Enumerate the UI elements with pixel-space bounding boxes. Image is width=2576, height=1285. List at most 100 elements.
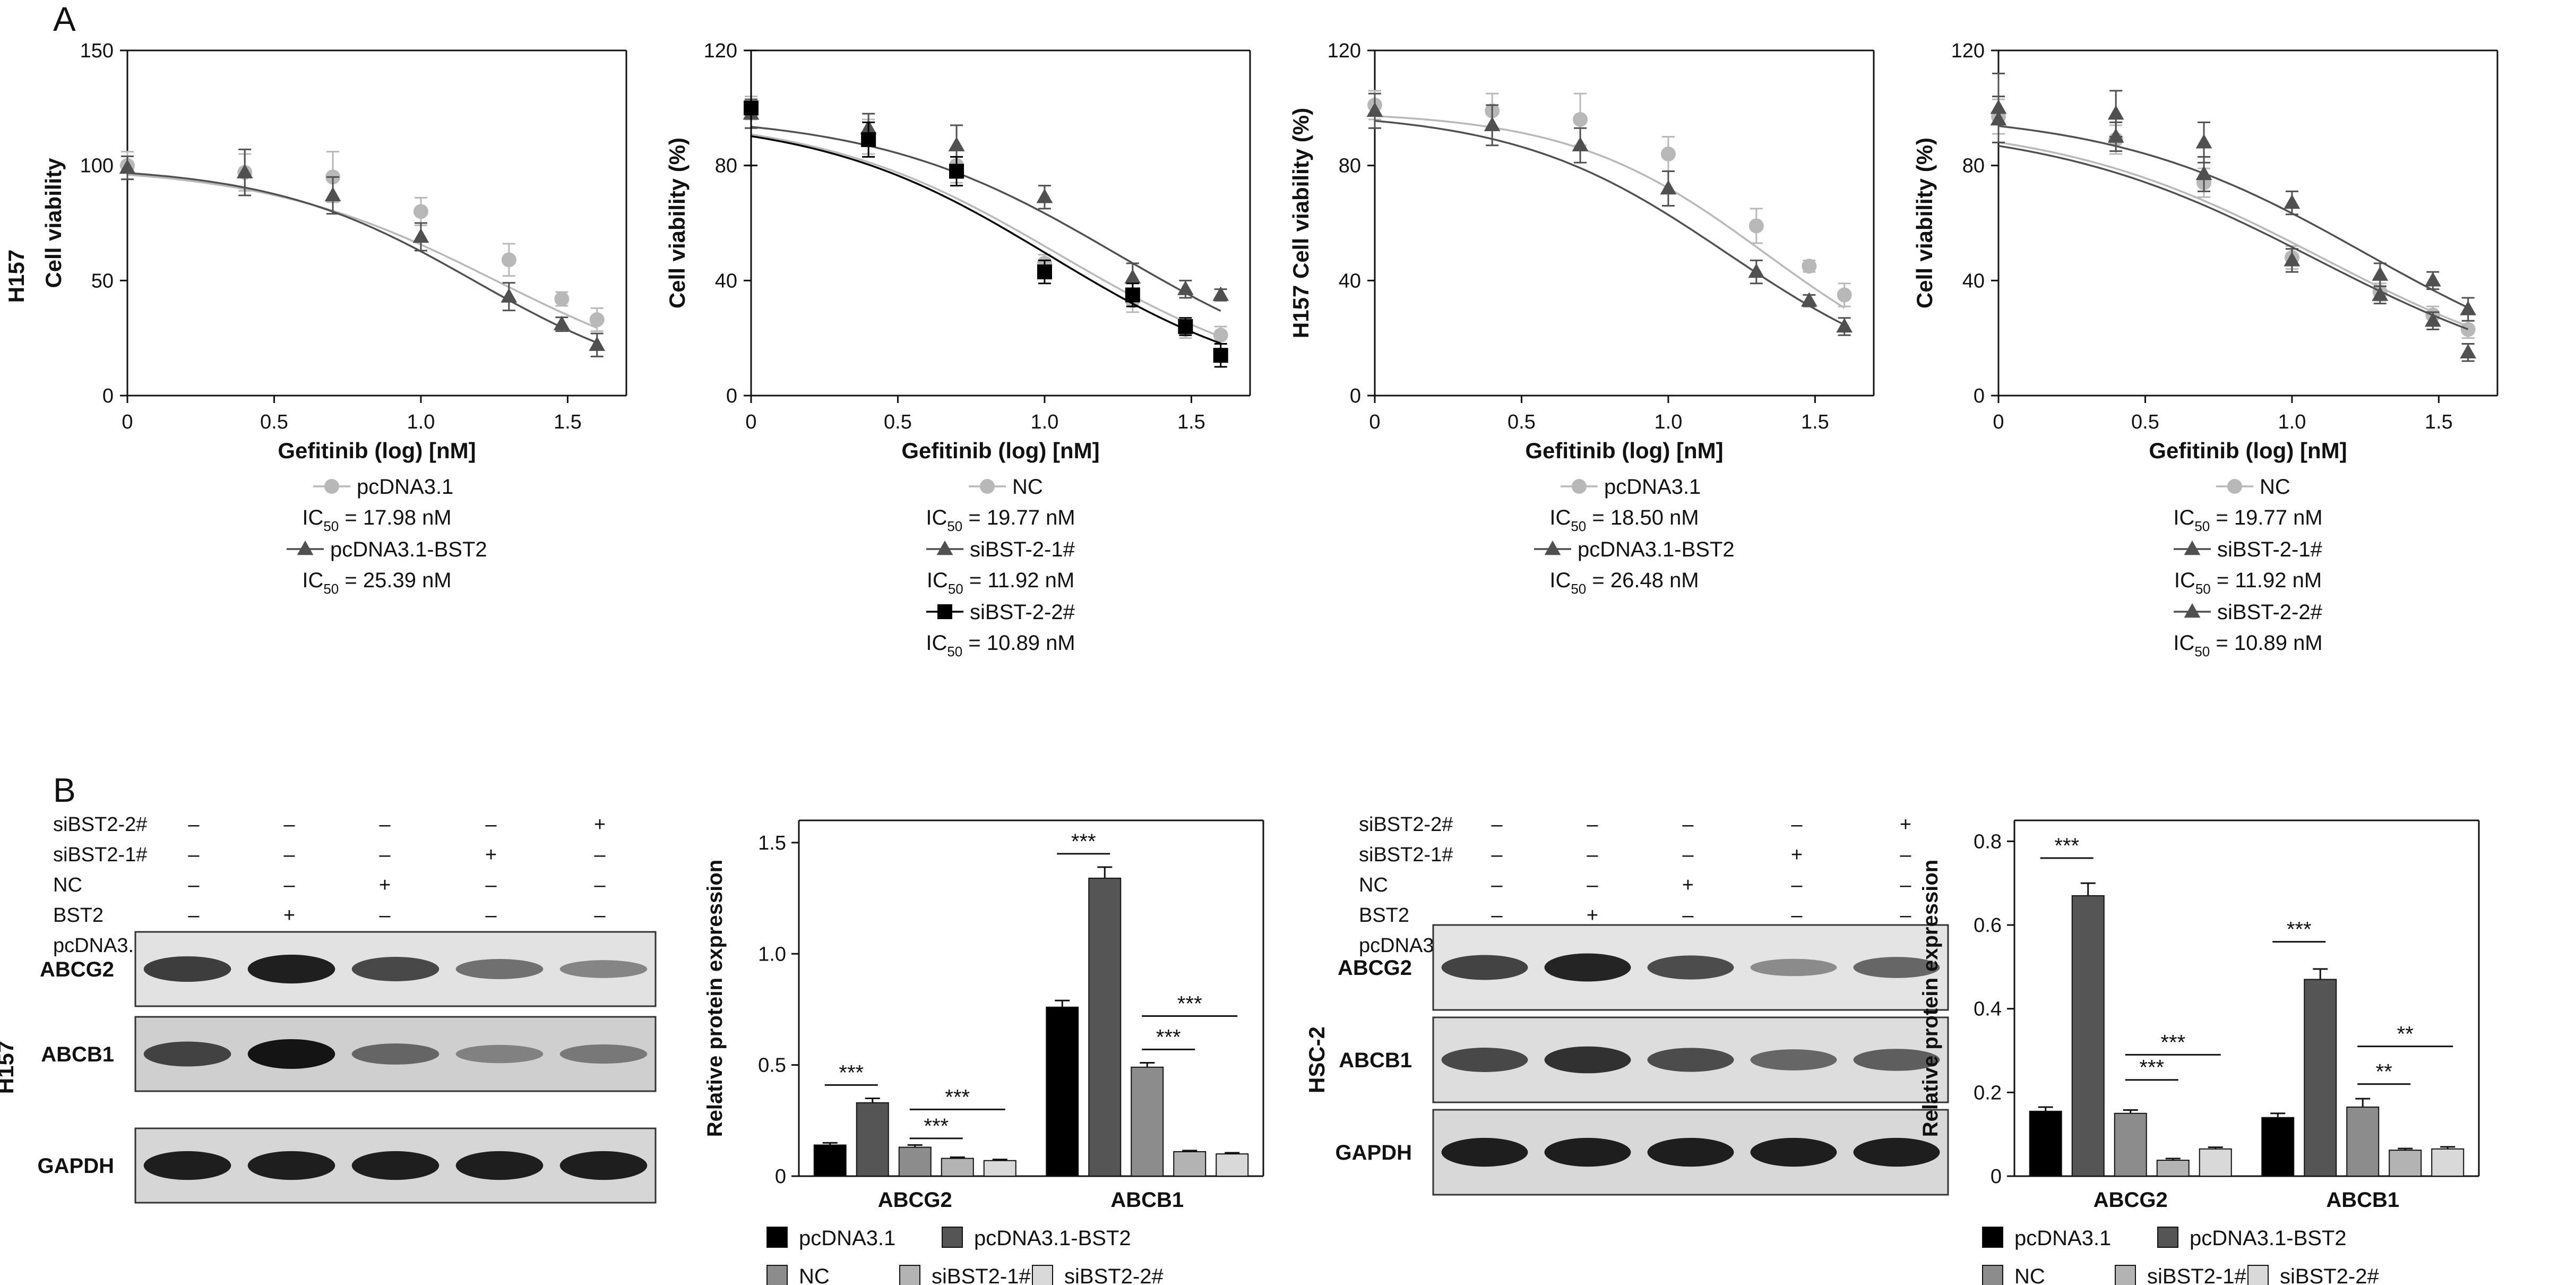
category-label: ABCG2 (2093, 1188, 2168, 1212)
bar (1173, 1151, 1207, 1177)
blot-band (1544, 1137, 1631, 1167)
data-point (1036, 189, 1053, 203)
legend-label: siBST2-1# (2147, 1265, 2246, 1285)
data-point (1366, 102, 1383, 117)
condition-sign: – (485, 813, 497, 836)
data-point (1484, 116, 1501, 132)
ic50-label-sub: 50 (323, 518, 339, 534)
data-point (236, 164, 253, 178)
legend-label: NC (1012, 475, 1043, 499)
data-point (1660, 147, 1676, 161)
condition-sign: – (379, 904, 391, 927)
data-point (1572, 136, 1589, 151)
data-point (2372, 266, 2389, 281)
condition-sign: – (1791, 874, 1803, 896)
bar-series-3 (898, 1061, 1164, 1177)
blot-row-abcb1: ABCB1 (1339, 1016, 1949, 1103)
bar (2346, 1106, 2380, 1177)
panel-a-label: A (53, 0, 76, 38)
legend-label: siBST2-2# (2280, 1265, 2379, 1285)
legend-label: siBST-2-2# (970, 601, 1075, 624)
data-point (1178, 319, 1193, 334)
significance-label: *** (2160, 1031, 2185, 1054)
y-tick-label: 0 (775, 1166, 786, 1188)
significance-label: ** (2376, 1060, 2392, 1084)
legend-entry-4: siBST2-1# (2115, 1265, 2246, 1285)
legend-label: pcDNA3.1-BST2 (974, 1227, 1131, 1250)
significance-label: *** (945, 1085, 970, 1109)
category-label: ABCB1 (2326, 1188, 2399, 1212)
fit-curve (1998, 141, 2469, 328)
blot-band (143, 1151, 231, 1180)
legend-entry-1: pcDNA3.1 IC50 = 18.50 nM (1549, 475, 1701, 534)
data-point (2372, 286, 2389, 301)
x-axis-label: Gefitinib (log) [nM] (1525, 438, 1723, 463)
significance-label: *** (1177, 992, 1202, 1016)
series-2 (743, 98, 1229, 312)
bar-series-2 (856, 866, 1122, 1177)
bar-series-2 (2071, 882, 2337, 1177)
data-point (1800, 292, 1817, 307)
condition-sign: + (594, 813, 606, 836)
y-tick-label: 120 (1328, 40, 1361, 62)
ic50-label-rest: = 11.92 nM (2211, 569, 2322, 592)
protein-label: ABCB1 (41, 1043, 114, 1066)
y-tick-label: 0 (102, 385, 114, 407)
legend-label: pcDNA3.1 (1604, 475, 1701, 499)
series-2 (1990, 72, 2477, 322)
y-axis-label: Relative protein expression (703, 860, 727, 1137)
legend-entry-1: pcDNA3.1 (766, 1227, 895, 1250)
data-point (1037, 264, 1052, 280)
data-point (1836, 318, 1853, 333)
x-tick-label: 0.5 (884, 411, 912, 433)
y-tick-label: 120 (704, 40, 737, 62)
legend-marker (2184, 540, 2201, 555)
condition-sign: – (283, 874, 295, 896)
x-tick-label: 1.5 (1177, 411, 1205, 433)
data-point (2195, 165, 2212, 181)
bar-series-5 (2199, 1146, 2465, 1177)
y-tick-label: 150 (80, 40, 114, 62)
data-point (744, 100, 759, 116)
legend-swatch (1982, 1265, 2003, 1285)
western-blot-blot1: siBST2-2# – – – – + siBST2-1# – – – + – NC – – + – – BST2 –… (0, 813, 657, 1204)
data-point (1125, 287, 1140, 303)
condition-label: siBST2-1# (1359, 844, 1453, 866)
x-tick-label: 0 (122, 411, 133, 433)
x-tick-label: 1.0 (407, 411, 435, 433)
condition-sign: – (283, 813, 295, 836)
blot-band (351, 957, 440, 981)
ic50-label-sub: 50 (2194, 518, 2210, 534)
ic50-label-sub: 50 (323, 581, 339, 597)
y-tick-label: 0.8 (1974, 830, 2002, 853)
legend-label: pcDNA3.1-BST2 (1578, 538, 1735, 561)
blot-band (1441, 1137, 1528, 1167)
legend-swatch (899, 1265, 920, 1285)
condition-sign: – (1900, 844, 1911, 866)
y-tick-label: 40 (1339, 270, 1361, 292)
legend-label: siBST-2-1# (2217, 538, 2323, 561)
y-tick-label: 50 (91, 270, 114, 292)
ic50-label-main: IC (2173, 506, 2194, 529)
legend-entry-3: NC (766, 1265, 830, 1285)
x-axis-label: Gefitinib (log) [nM] (278, 438, 476, 463)
legend-label: pcDNA3.1 (357, 475, 453, 499)
condition-sign: – (1587, 874, 1598, 896)
legend-entry-2: pcDNA3.1-BST2 (942, 1227, 1131, 1250)
ic50-label-rest: = 11.92 nM (963, 569, 1074, 592)
data-point (412, 228, 429, 243)
data-point (1213, 328, 1228, 343)
y-axis-label: Cell viability (%) (1912, 138, 1937, 309)
ic50-label-main: IC (2174, 569, 2195, 592)
condition-sign: + (485, 844, 497, 866)
x-tick-label: 1.0 (2278, 411, 2306, 433)
condition-sign: – (485, 904, 497, 927)
bar (898, 1146, 932, 1177)
legend-label: pcDNA3.1 (799, 1227, 895, 1250)
data-point (1802, 259, 1817, 274)
legend-marker (936, 540, 953, 555)
data-point (2284, 252, 2301, 267)
blot-band (1750, 958, 1837, 976)
blot-band (351, 1043, 440, 1065)
